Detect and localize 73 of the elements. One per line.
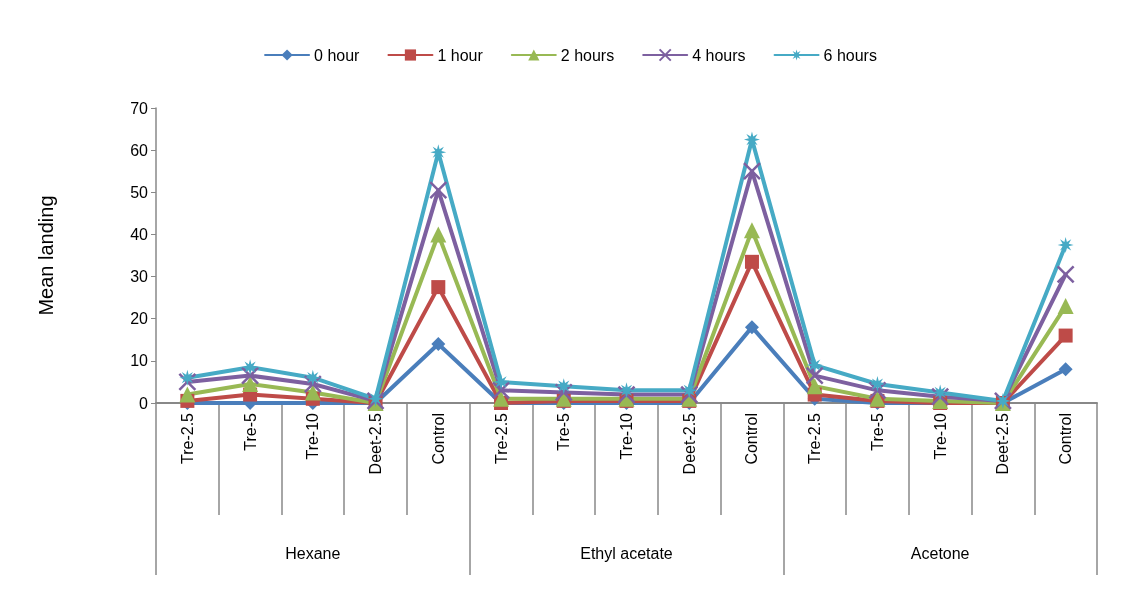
point — [930, 387, 950, 406]
x-tick-label: Tre-5 — [555, 412, 573, 451]
point — [868, 381, 887, 400]
y-tick-label: 30 — [130, 268, 149, 286]
y-tick-label: 40 — [130, 225, 149, 243]
x-tick-label: Control — [743, 413, 761, 465]
point — [304, 369, 321, 386]
legend-label: 2 hours — [560, 46, 615, 64]
point — [179, 386, 196, 403]
y-tick-label: 60 — [130, 141, 149, 159]
point — [431, 337, 446, 351]
legend-label: 1 hour — [437, 46, 484, 64]
x-tick-label: Tre-5 — [868, 412, 886, 451]
x-tick-label: Deet-2.5 — [367, 412, 385, 475]
y-tick-label: 10 — [130, 352, 149, 370]
x-tick-label: Tre-10 — [931, 412, 949, 460]
x-tick-label: Tre-10 — [304, 412, 322, 460]
point — [742, 161, 762, 181]
point — [554, 383, 574, 402]
point — [744, 254, 759, 269]
x-tick-label: Control — [1057, 413, 1075, 465]
y-tick-label: 20 — [130, 310, 149, 328]
y-tick-label: 70 — [130, 99, 149, 117]
point — [805, 366, 824, 385]
point — [617, 385, 636, 404]
point — [431, 280, 446, 295]
point — [493, 390, 510, 407]
point — [806, 357, 823, 374]
y-axis-title: Mean landing — [35, 195, 57, 316]
point — [1057, 236, 1074, 253]
point — [179, 369, 196, 386]
point — [430, 226, 447, 243]
point — [679, 385, 699, 404]
point — [303, 374, 323, 394]
x-tick-label: Tre-5 — [241, 412, 259, 451]
point — [869, 376, 886, 393]
point — [242, 359, 259, 376]
point — [744, 320, 759, 335]
point — [1058, 362, 1073, 377]
text: Acetone — [910, 544, 970, 562]
legend-label: 6 hours — [823, 46, 877, 64]
point — [1056, 265, 1075, 284]
x-tick-label: Deet-2.5 — [680, 412, 698, 475]
point — [618, 382, 635, 399]
x-tick-label: Tre-2.5 — [178, 412, 196, 464]
point — [743, 131, 760, 148]
x-tick-label: Control — [429, 413, 447, 465]
point — [304, 384, 321, 401]
point — [932, 384, 949, 401]
x-tick-label: Tre-10 — [618, 412, 635, 460]
point — [429, 180, 448, 200]
point — [178, 372, 197, 392]
y-tick-label: 0 — [139, 394, 149, 412]
point — [491, 381, 511, 400]
point — [240, 366, 260, 385]
text: Ethyl acetate — [580, 544, 673, 562]
point — [1058, 328, 1073, 343]
point — [366, 391, 385, 411]
legend-label: 4 hours — [692, 46, 746, 64]
point — [1057, 298, 1074, 315]
point — [743, 222, 760, 239]
x-tick-label: Tre-2.5 — [492, 412, 510, 464]
legend-label: 0 hour — [314, 46, 361, 64]
point — [806, 378, 823, 395]
x-tick-label: Deet-2.5 — [994, 412, 1012, 475]
point — [681, 382, 698, 399]
point — [242, 376, 259, 393]
point — [493, 373, 510, 390]
point — [367, 390, 384, 407]
x-tick-label: Tre-2.5 — [806, 412, 824, 464]
point — [555, 378, 572, 395]
text: Hexane — [285, 544, 341, 562]
y-tick-label: 50 — [130, 183, 149, 201]
